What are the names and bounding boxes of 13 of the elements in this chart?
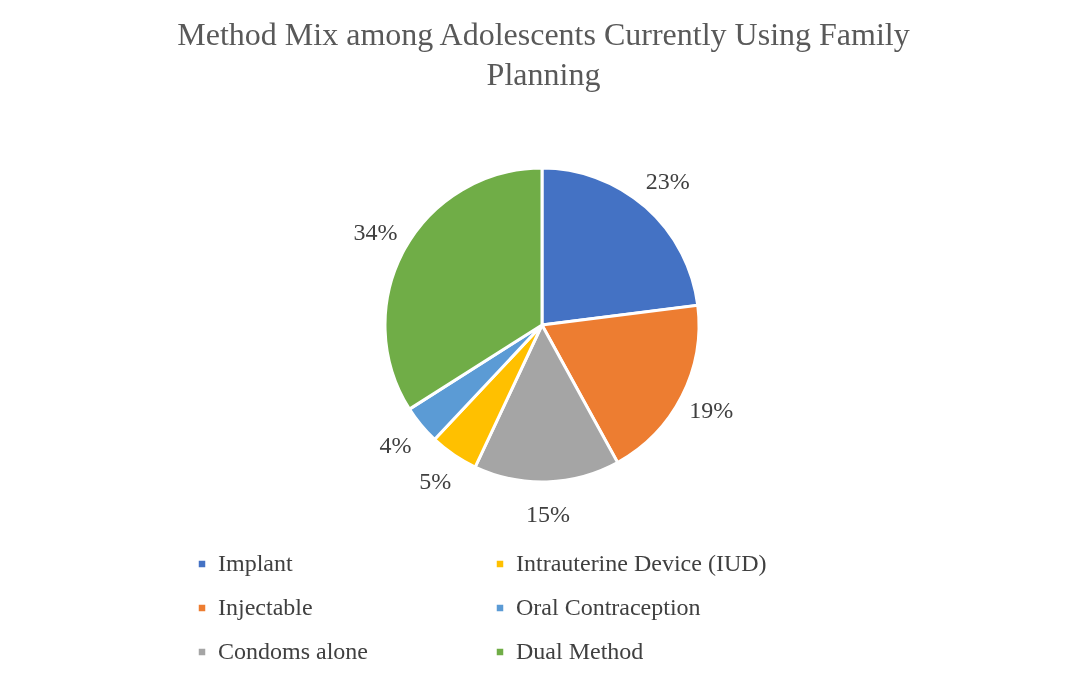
legend-label: Injectable <box>218 594 313 620</box>
data-label: 34% <box>353 219 398 246</box>
data-label: 5% <box>419 468 452 495</box>
legend-label: Condoms alone <box>218 638 368 664</box>
legend-label: Intrauterine Device (IUD) <box>516 550 767 576</box>
data-label: 23% <box>645 168 690 195</box>
data-label: 4% <box>379 432 412 459</box>
data-label: 19% <box>689 397 734 424</box>
legend-label: Implant <box>218 550 293 576</box>
chart-title: Method Mix among Adolescents Currently Using Family Planning <box>177 16 910 92</box>
data-label: 15% <box>525 500 570 527</box>
legend-label: Dual Method <box>516 638 644 664</box>
legend-label: Oral Contraception <box>516 594 701 620</box>
